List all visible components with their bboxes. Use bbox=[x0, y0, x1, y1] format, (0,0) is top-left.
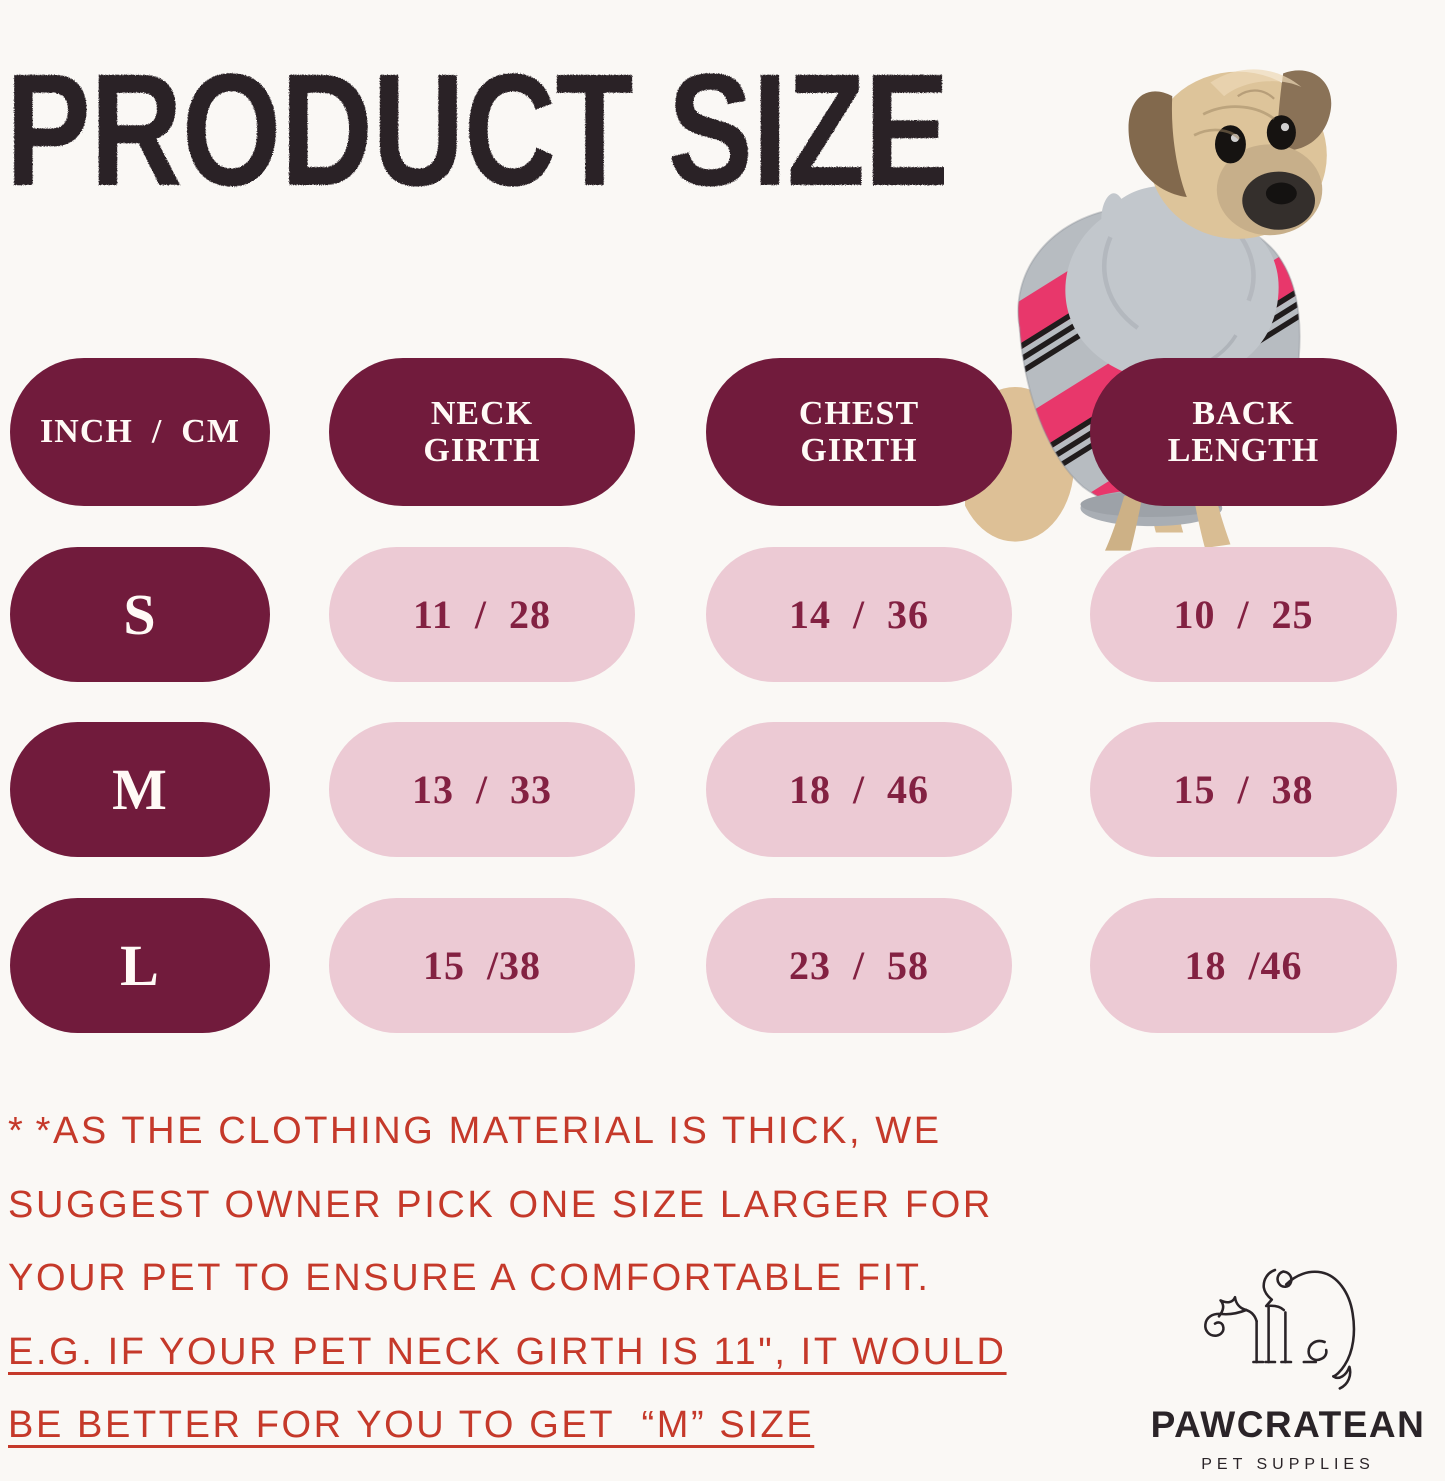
svg-text:PRODUCT SIZE: PRODUCT SIZE bbox=[6, 40, 944, 219]
